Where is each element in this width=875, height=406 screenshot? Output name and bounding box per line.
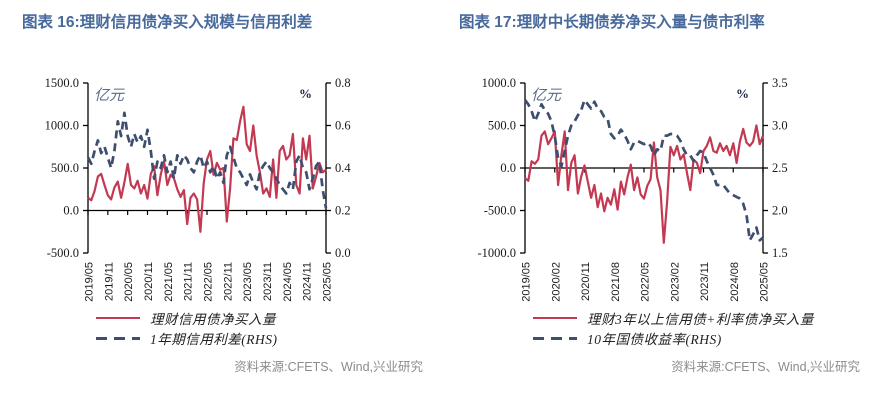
right-axis-unit-label: % — [736, 86, 749, 101]
red-solid-line-swatch — [533, 316, 577, 320]
right-axis-tick-label: 0.8 — [335, 76, 351, 90]
x-axis-tick-label: 2019/11 — [103, 262, 115, 301]
legend-item-blue: 10年国债收益率(RHS) — [533, 328, 874, 348]
right-axis-unit-label: % — [299, 86, 312, 101]
right-axis: 3.5 3.0 2.5 2.0 1.5 — [762, 76, 788, 260]
x-axis-tick-label: 2025/05 — [322, 262, 334, 302]
x-axis-tick-label: 2024/08 — [729, 262, 741, 302]
left-axis-tick-label: 1500.0 — [45, 76, 79, 90]
figure-17-chart-canvas: 1000.0 500.0 0.0 -500.0 -1000.0 3.5 3.0 2.5 2.0 1… — [477, 76, 788, 302]
left-axis-tick-label: 1000.0 — [482, 76, 516, 90]
x-axis: 2019/05 2019/11 2020/05 2020/11 2021/05 2021/… — [84, 209, 334, 302]
right-axis-tick-label: 0.4 — [335, 161, 351, 175]
left-axis-tick-label: -500.0 — [484, 204, 516, 218]
legend-label-red: 理财信用债净买入量 — [150, 312, 276, 327]
x-axis-tick-label: 2023/11 — [699, 262, 711, 301]
x-axis-tick-label: 2024/11 — [302, 262, 314, 301]
legend-item-red: 理财信用债净买入量 — [96, 308, 437, 328]
blue-dashed-line-swatch — [533, 336, 577, 340]
right-axis-tick-label: 2.5 — [772, 161, 788, 175]
figure-16-legend: 理财信用债净买入量 1年期信用利差(RHS) — [96, 308, 437, 348]
x-axis-tick-label: 2025/05 — [759, 262, 771, 302]
left-axis-tick-label: 0.0 — [500, 161, 516, 175]
legend-item-red: 理财3年以上信用债+利率债净买入量 — [533, 308, 874, 328]
figure-17-title: 图表 17:理财中长期债券净买入量与债市利率 — [459, 14, 765, 31]
right-axis-tick-label: 0.6 — [335, 119, 351, 133]
left-axis-tick-label: -500.0 — [47, 246, 79, 260]
figure-17-legend: 理财3年以上信用债+利率债净买入量 10年国债收益率(RHS) — [533, 308, 874, 348]
dashed-line-series — [86, 111, 328, 209]
right-axis: 0.8 0.6 0.4 0.2 0.0 — [325, 76, 351, 260]
figure-16: 图表 16:理财信用债净买入规模与信用利差 1500.0 1000.0 500.0 0… — [0, 0, 437, 406]
dashed-line-series — [523, 98, 764, 242]
x-axis-tick-label: 2023/05 — [242, 262, 254, 302]
figure-17: 图表 17:理财中长期债券净买入量与债市利率 1000.0 500.0 0.0 -50… — [437, 0, 874, 406]
figure-17-source-note: 资料来源:CFETS、Wind,兴业研究 — [671, 360, 860, 374]
right-axis-tick-label: 2.0 — [772, 204, 788, 218]
right-axis-tick-label: 3.0 — [772, 119, 788, 133]
right-axis-tick-label: 3.5 — [772, 76, 788, 90]
x-axis-tick-label: 2019/05 — [521, 262, 533, 302]
left-axis-unit-label: 亿元 — [94, 87, 125, 104]
figure-16-title: 图表 16:理财信用债净买入规模与信用利差 — [22, 14, 313, 31]
x-axis-tick-label: 2022/11 — [222, 262, 234, 301]
x-axis-tick-label: 2024/05 — [282, 262, 294, 302]
left-axis-tick-label: 1000.0 — [45, 119, 79, 133]
x-axis: 2019/05 2020/02 2020/11 2021/08 2022/05 2023/… — [521, 167, 771, 302]
x-axis-tick-label: 2022/05 — [203, 262, 215, 302]
blue-dashed-line-swatch — [96, 336, 140, 340]
left-axis-tick-label: 0.0 — [63, 204, 79, 218]
figure-16-chart-canvas: 1500.01000.0500.00.0-500.00.80.60.40.20.… — [45, 76, 352, 302]
legend-label-blue: 1年期信用利差(RHS) — [150, 332, 278, 347]
x-axis-tick-label: 2021/08 — [610, 262, 622, 302]
legend-item-blue: 1年期信用利差(RHS) — [96, 328, 437, 348]
right-axis-tick-label: 0.2 — [335, 204, 351, 218]
x-axis-tick-label: 2020/02 — [550, 262, 562, 302]
legend-label-red: 理财3年以上信用债+利率债净买入量 — [587, 312, 814, 327]
figure-16-source-note: 资料来源:CFETS、Wind,兴业研究 — [234, 360, 423, 374]
x-axis-tick-label: 2021/11 — [183, 262, 195, 301]
left-axis-unit-label: 亿元 — [531, 87, 562, 104]
x-axis-tick-label: 2023/11 — [262, 262, 274, 301]
right-axis-tick-label: 1.5 — [772, 246, 788, 260]
left-axis: 1000.0 500.0 0.0 -500.0 -1000.0 — [477, 76, 526, 260]
left-axis: 1500.0 1000.0 500.0 0.0 -500.0 — [45, 76, 89, 260]
x-axis-tick-label: 2023/02 — [669, 262, 681, 302]
red-solid-line-swatch — [96, 316, 140, 320]
left-axis-tick-label: -1000.0 — [477, 246, 516, 260]
left-axis-tick-label: 500.0 — [51, 161, 79, 175]
x-axis-tick-label: 2022/05 — [640, 262, 652, 302]
x-axis-tick-label: 2019/05 — [84, 262, 96, 302]
legend-label-blue: 10年国债收益率(RHS) — [587, 332, 722, 347]
solid-line-series — [87, 105, 327, 233]
x-axis-tick-label: 2021/05 — [163, 262, 175, 302]
right-axis-tick-label: 0.0 — [335, 246, 351, 260]
x-axis-tick-label: 2020/05 — [123, 262, 135, 302]
left-axis-tick-label: 500.0 — [488, 119, 516, 133]
x-axis-tick-label: 2020/11 — [143, 262, 155, 301]
solid-line-series — [524, 124, 765, 244]
x-axis-tick-label: 2020/11 — [580, 262, 592, 301]
